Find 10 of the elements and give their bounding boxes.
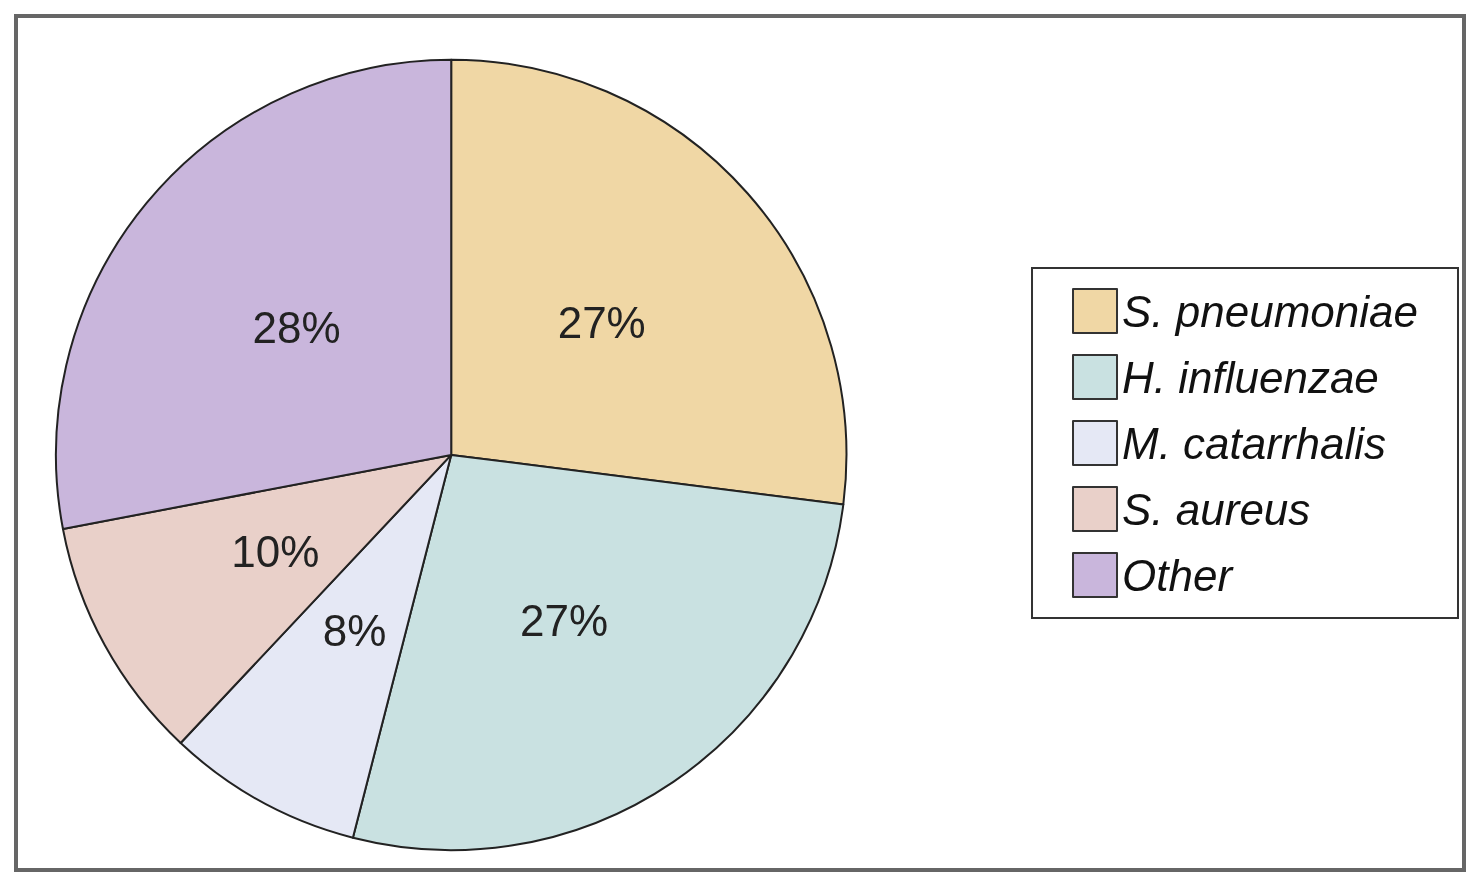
- legend-label: M. catarrhalis: [1122, 418, 1387, 468]
- legend-label: S. aureus: [1122, 484, 1311, 534]
- data-label: 8%: [322, 606, 387, 656]
- data-label: 27%: [519, 596, 609, 646]
- legend-label: S. pneumoniae: [1122, 286, 1419, 336]
- data-label: 10%: [231, 527, 320, 577]
- data-label: 28%: [252, 302, 341, 352]
- legend-label: H. influenzae: [1122, 352, 1379, 402]
- data-label: 27%: [557, 297, 646, 347]
- legend-label: Other: [1122, 550, 1235, 600]
